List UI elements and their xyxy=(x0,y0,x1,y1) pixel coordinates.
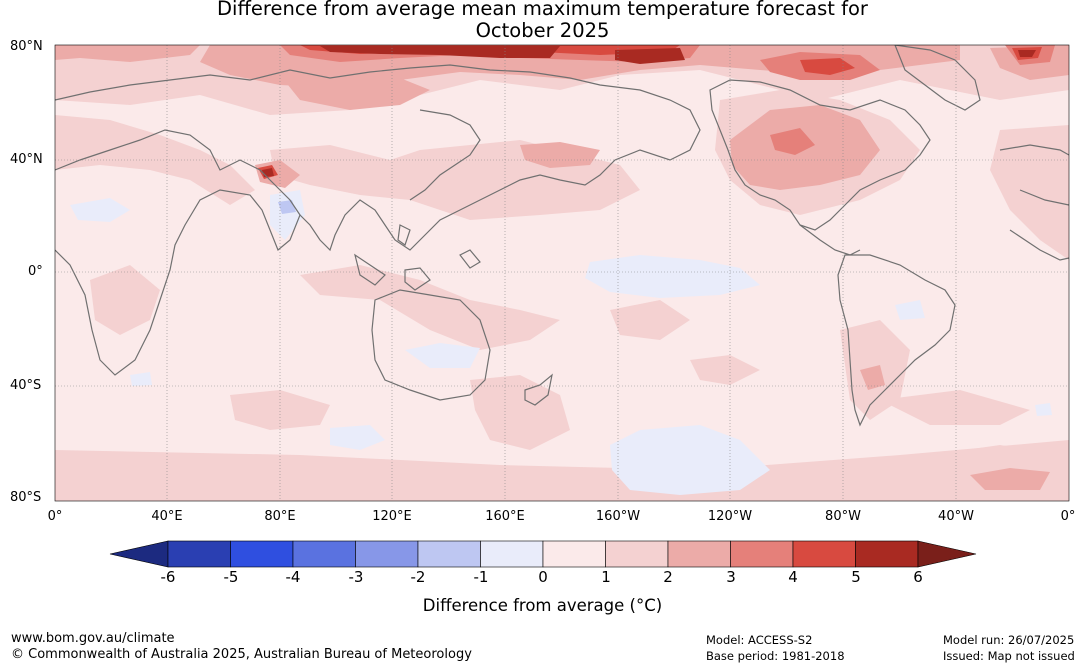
footer-issued: Issued: Map not issued xyxy=(943,649,1075,663)
anomaly-neg2-to-neg1-regions xyxy=(278,200,296,214)
colorbar-segment xyxy=(730,540,794,568)
title-line-1: Difference from average mean maximum tem… xyxy=(217,0,868,20)
lon-label-0-east: 0° xyxy=(1060,509,1076,524)
footer-model-run: Model run: 26/07/2025 xyxy=(943,633,1075,647)
lon-label-0-west: 0° xyxy=(47,509,63,524)
colorbar-tick: 5 xyxy=(851,568,861,586)
colorbar-segment xyxy=(417,540,481,568)
lon-label-120e: 120°E xyxy=(372,509,412,524)
colorbar-tick: -2 xyxy=(410,568,426,586)
colorbar-segment xyxy=(542,540,606,568)
colorbar-segment xyxy=(480,540,544,568)
colorbar-segment xyxy=(792,540,856,568)
lon-label-160e: 160°E xyxy=(485,509,525,524)
coastlines xyxy=(55,45,1069,427)
lon-label-80e: 80°E xyxy=(264,509,296,524)
anomaly-1-to-2-regions xyxy=(55,45,1069,501)
colorbar-tick: 1 xyxy=(601,568,611,586)
colorbar-segment xyxy=(855,540,919,568)
lon-label-40w: 40°W xyxy=(938,509,974,524)
map-title: Difference from average mean maximum tem… xyxy=(0,0,1085,42)
colorbar-title: Difference from average (°C) xyxy=(422,596,663,615)
colorbar-segment xyxy=(230,540,294,568)
colorbar-tick: -6 xyxy=(160,568,176,586)
colorbar-segment xyxy=(167,540,231,568)
colorbar-extend-high xyxy=(917,540,977,568)
colorbar-tick: -3 xyxy=(348,568,364,586)
lat-label-40n: 40°N xyxy=(10,152,43,167)
graticule xyxy=(55,45,1069,501)
footer-model: Model: ACCESS-S2 xyxy=(706,633,813,647)
temperature-anomaly-map xyxy=(54,44,1070,502)
colorbar-tick: -5 xyxy=(223,568,239,586)
map-frame xyxy=(54,44,1070,502)
lat-label-40s: 40°S xyxy=(10,378,42,393)
title-line-2: October 2025 xyxy=(475,19,610,42)
colorbar-tick: -4 xyxy=(285,568,301,586)
colorbar-tick: 6 xyxy=(913,568,923,586)
lon-label-120w: 120°W xyxy=(707,509,753,524)
anomaly-5-to-6-regions xyxy=(262,46,1036,177)
colorbar-tick: -1 xyxy=(473,568,489,586)
colorbar-tick: 3 xyxy=(726,568,736,586)
lat-label-80s: 80°S xyxy=(10,490,42,505)
colorbar-segments xyxy=(109,540,977,568)
footer-copyright: © Commonwealth of Australia 2025, Austra… xyxy=(11,647,472,662)
colorbar-tick: 4 xyxy=(788,568,798,586)
colorbar-tick: 0 xyxy=(538,568,548,586)
colorbar-segment xyxy=(355,540,419,568)
colorbar-segment xyxy=(292,540,356,568)
colorbar-segment xyxy=(667,540,731,568)
colorbar-tick: 2 xyxy=(663,568,673,586)
footer-base-period: Base period: 1981-2018 xyxy=(706,649,845,663)
colorbar-segment xyxy=(605,540,669,568)
lon-label-40e: 40°E xyxy=(151,509,183,524)
lon-label-80w: 80°W xyxy=(825,509,861,524)
colorbar-extend-low xyxy=(109,540,169,568)
lat-label-0: 0° xyxy=(28,264,43,279)
footer-website: www.bom.gov.au/climate xyxy=(11,631,175,646)
lat-label-80n: 80°N xyxy=(10,39,43,54)
lon-label-160w: 160°W xyxy=(595,509,641,524)
